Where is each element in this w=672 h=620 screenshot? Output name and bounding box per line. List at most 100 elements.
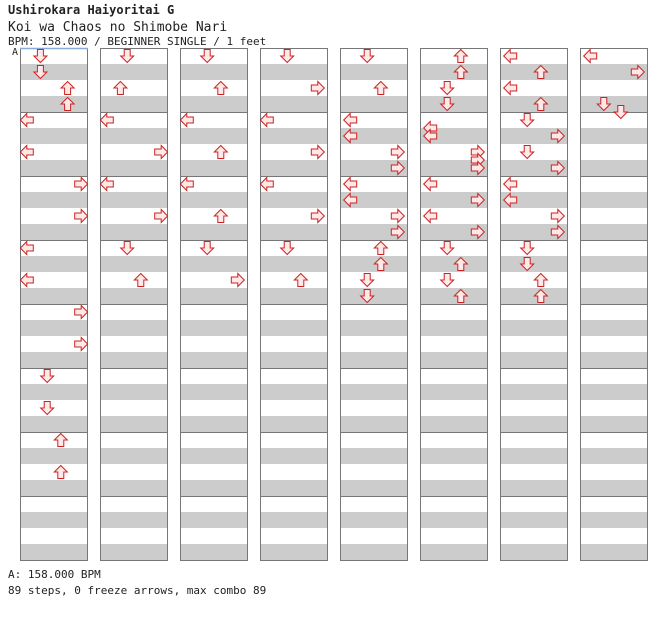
beat-stripe <box>260 384 328 400</box>
step-arrow-left-icon <box>422 208 438 224</box>
step-arrow-down-icon <box>279 241 295 256</box>
beat-stripe <box>260 448 328 464</box>
beat-stripe <box>580 192 648 208</box>
step-arrow-down-icon <box>439 241 455 256</box>
step-arrow-down-icon <box>439 97 455 112</box>
step-arrow-up-icon <box>112 80 129 95</box>
beat-stripe <box>340 448 408 464</box>
song-artist: Ushirokara Haiyoritai G <box>8 3 175 17</box>
bpm-summary: A: 158.000 BPM <box>8 568 101 581</box>
beat-stripe <box>180 192 248 208</box>
step-arrow-down-icon <box>39 369 55 384</box>
beat-stripe <box>180 416 248 432</box>
step-arrow-left-icon <box>502 80 518 96</box>
beat-stripe <box>580 384 648 400</box>
step-arrow-right-icon <box>74 176 89 192</box>
step-arrow-left-icon <box>19 112 34 128</box>
step-arrow-left-icon <box>502 192 518 208</box>
beat-stripe <box>20 160 88 176</box>
beat-stripe <box>500 352 568 368</box>
step-arrow-left-icon <box>502 48 518 64</box>
step-arrow-up-icon <box>373 80 389 95</box>
beat-stripe <box>100 192 168 208</box>
beat-stripe <box>260 512 328 528</box>
beat-stripe <box>340 64 408 80</box>
beat-stripe <box>500 224 568 240</box>
beat-stripe <box>340 320 408 336</box>
beat-stripe <box>580 96 648 112</box>
step-arrow-left-icon <box>259 112 274 128</box>
beat-stripe <box>260 480 328 496</box>
beat-stripe <box>420 160 488 176</box>
beat-stripe <box>20 64 88 80</box>
step-arrow-right-icon <box>550 224 566 240</box>
beat-stripe <box>580 480 648 496</box>
song-title: Koi wa Chaos no Shimobe Nari <box>8 20 228 35</box>
beat-stripe <box>20 416 88 432</box>
beat-stripe <box>580 448 648 464</box>
beat-stripe <box>340 352 408 368</box>
step-arrow-up-icon <box>453 256 469 271</box>
beat-stripe <box>260 192 328 208</box>
step-arrow-down-icon <box>32 65 49 80</box>
step-arrow-right-icon <box>390 160 406 176</box>
beat-stripe <box>580 160 648 176</box>
beat-stripe <box>100 64 168 80</box>
step-arrow-left-icon <box>19 272 34 288</box>
beat-stripe <box>420 352 488 368</box>
measure-box <box>20 496 88 561</box>
beat-stripe <box>180 448 248 464</box>
beat-stripe <box>180 544 248 560</box>
chart-column <box>420 48 488 561</box>
step-arrow-right-icon <box>550 128 566 144</box>
beat-stripe <box>260 352 328 368</box>
measure-box <box>100 496 168 561</box>
step-arrow-left-icon <box>19 144 34 160</box>
step-arrow-up-icon <box>533 96 549 111</box>
step-arrow-left-icon <box>99 112 114 128</box>
step-arrow-down-icon <box>519 145 535 160</box>
step-arrow-down-icon <box>39 401 55 416</box>
beat-stripe <box>500 160 568 176</box>
step-arrow-right-icon <box>390 224 406 240</box>
beat-stripe <box>420 192 488 208</box>
beat-stripe <box>260 160 328 176</box>
step-arrow-left-icon <box>342 176 358 192</box>
beat-stripe <box>500 128 568 144</box>
step-arrow-down-icon <box>519 241 535 256</box>
beat-stripe <box>20 224 88 240</box>
beat-stripe <box>420 128 488 144</box>
beat-stripe <box>180 64 248 80</box>
step-arrow-right-icon <box>550 208 566 224</box>
beat-stripe <box>500 192 568 208</box>
step-arrow-left-icon <box>342 128 358 144</box>
step-arrow-right-icon <box>310 208 326 224</box>
beat-stripe <box>100 160 168 176</box>
beat-stripe <box>500 512 568 528</box>
beat-stripe <box>260 256 328 272</box>
step-arrow-down-icon <box>359 273 375 288</box>
step-arrow-left-icon <box>179 112 194 128</box>
beat-stripe <box>100 256 168 272</box>
step-arrow-up-icon <box>533 64 549 79</box>
step-arrow-up-icon <box>453 288 469 303</box>
step-arrow-up-icon <box>453 48 469 63</box>
step-arrow-left-icon <box>259 176 274 192</box>
beat-stripe <box>340 480 408 496</box>
beat-stripe <box>100 352 168 368</box>
step-arrow-up-icon <box>373 240 389 255</box>
beat-stripe <box>580 320 648 336</box>
beat-stripe <box>100 448 168 464</box>
beat-stripe <box>260 224 328 240</box>
step-arrow-down-icon <box>32 49 49 64</box>
beat-stripe <box>500 384 568 400</box>
beat-stripe <box>340 192 408 208</box>
measure-box <box>420 496 488 561</box>
step-arrow-up-icon <box>293 272 309 287</box>
beat-stripe <box>20 448 88 464</box>
beat-stripe <box>340 544 408 560</box>
step-arrow-down-icon <box>359 49 375 64</box>
beat-stripe <box>20 128 88 144</box>
step-arrow-left-icon <box>422 128 438 144</box>
step-arrow-right-icon <box>154 144 169 160</box>
